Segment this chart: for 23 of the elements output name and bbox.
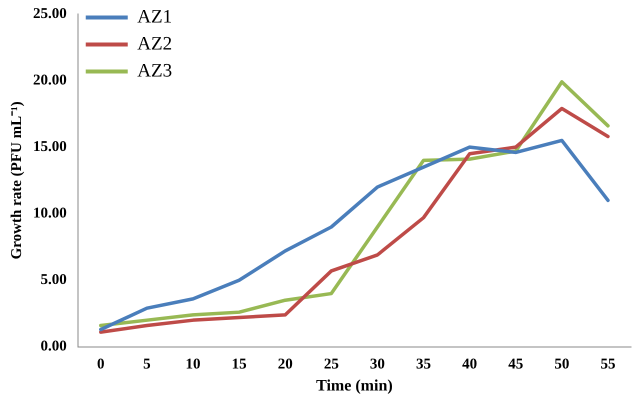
x-tick-label: 35 bbox=[416, 356, 432, 373]
y-tick-label: 15.00 bbox=[33, 138, 67, 155]
x-tick-label: 0 bbox=[97, 356, 105, 373]
legend-label: AZ2 bbox=[137, 33, 172, 54]
x-tick-label: 15 bbox=[232, 356, 247, 373]
y-axis-title: Growth rate (PFU mL⁻¹) bbox=[8, 101, 25, 260]
x-tick-label: 25 bbox=[324, 356, 339, 373]
y-tick-label: 0.00 bbox=[40, 338, 67, 355]
x-tick-label: 45 bbox=[508, 356, 524, 373]
x-tick-label: 20 bbox=[278, 356, 293, 373]
x-tick-label: 30 bbox=[370, 356, 385, 373]
x-tick-label: 40 bbox=[462, 356, 478, 373]
x-axis-title: Time (min) bbox=[316, 378, 393, 395]
x-tick-label: 10 bbox=[186, 356, 201, 373]
legend-label: AZ1 bbox=[137, 6, 172, 28]
x-tick-label: 5 bbox=[143, 356, 151, 373]
y-tick-label: 20.00 bbox=[33, 72, 67, 88]
y-tick-label: 10.00 bbox=[33, 206, 67, 222]
y-tick-label: 25.00 bbox=[33, 6, 67, 22]
y-tick-label: 5.00 bbox=[40, 272, 67, 288]
x-tick-label: 55 bbox=[600, 356, 616, 373]
legend-label: AZ3 bbox=[137, 60, 172, 82]
x-tick-label: 50 bbox=[554, 356, 570, 373]
